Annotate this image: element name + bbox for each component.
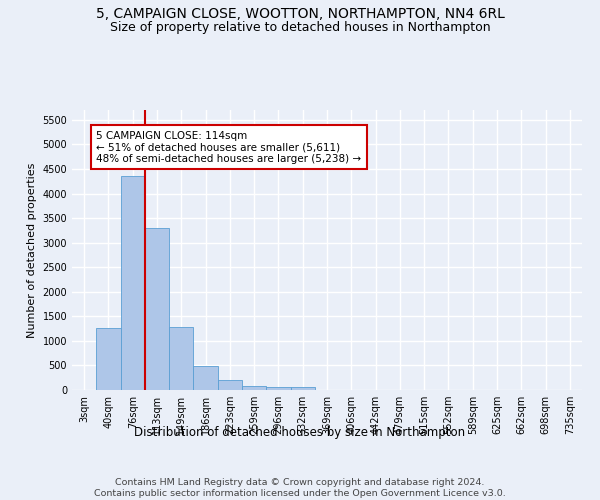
- Text: 5 CAMPAIGN CLOSE: 114sqm
← 51% of detached houses are smaller (5,611)
48% of sem: 5 CAMPAIGN CLOSE: 114sqm ← 51% of detach…: [96, 130, 361, 164]
- Bar: [193, 366, 218, 390]
- Bar: [290, 388, 315, 390]
- Y-axis label: Number of detached properties: Number of detached properties: [27, 162, 37, 338]
- Bar: [266, 387, 290, 390]
- Text: Distribution of detached houses by size in Northampton: Distribution of detached houses by size …: [134, 426, 466, 439]
- Text: 5, CAMPAIGN CLOSE, WOOTTON, NORTHAMPTON, NN4 6RL: 5, CAMPAIGN CLOSE, WOOTTON, NORTHAMPTON,…: [95, 8, 505, 22]
- Text: Size of property relative to detached houses in Northampton: Size of property relative to detached ho…: [110, 22, 490, 35]
- Bar: [121, 176, 145, 390]
- Bar: [145, 228, 169, 390]
- Text: Contains HM Land Registry data © Crown copyright and database right 2024.
Contai: Contains HM Land Registry data © Crown c…: [94, 478, 506, 498]
- Bar: [96, 328, 121, 390]
- Bar: [218, 380, 242, 390]
- Bar: [169, 327, 193, 390]
- Bar: [242, 386, 266, 390]
